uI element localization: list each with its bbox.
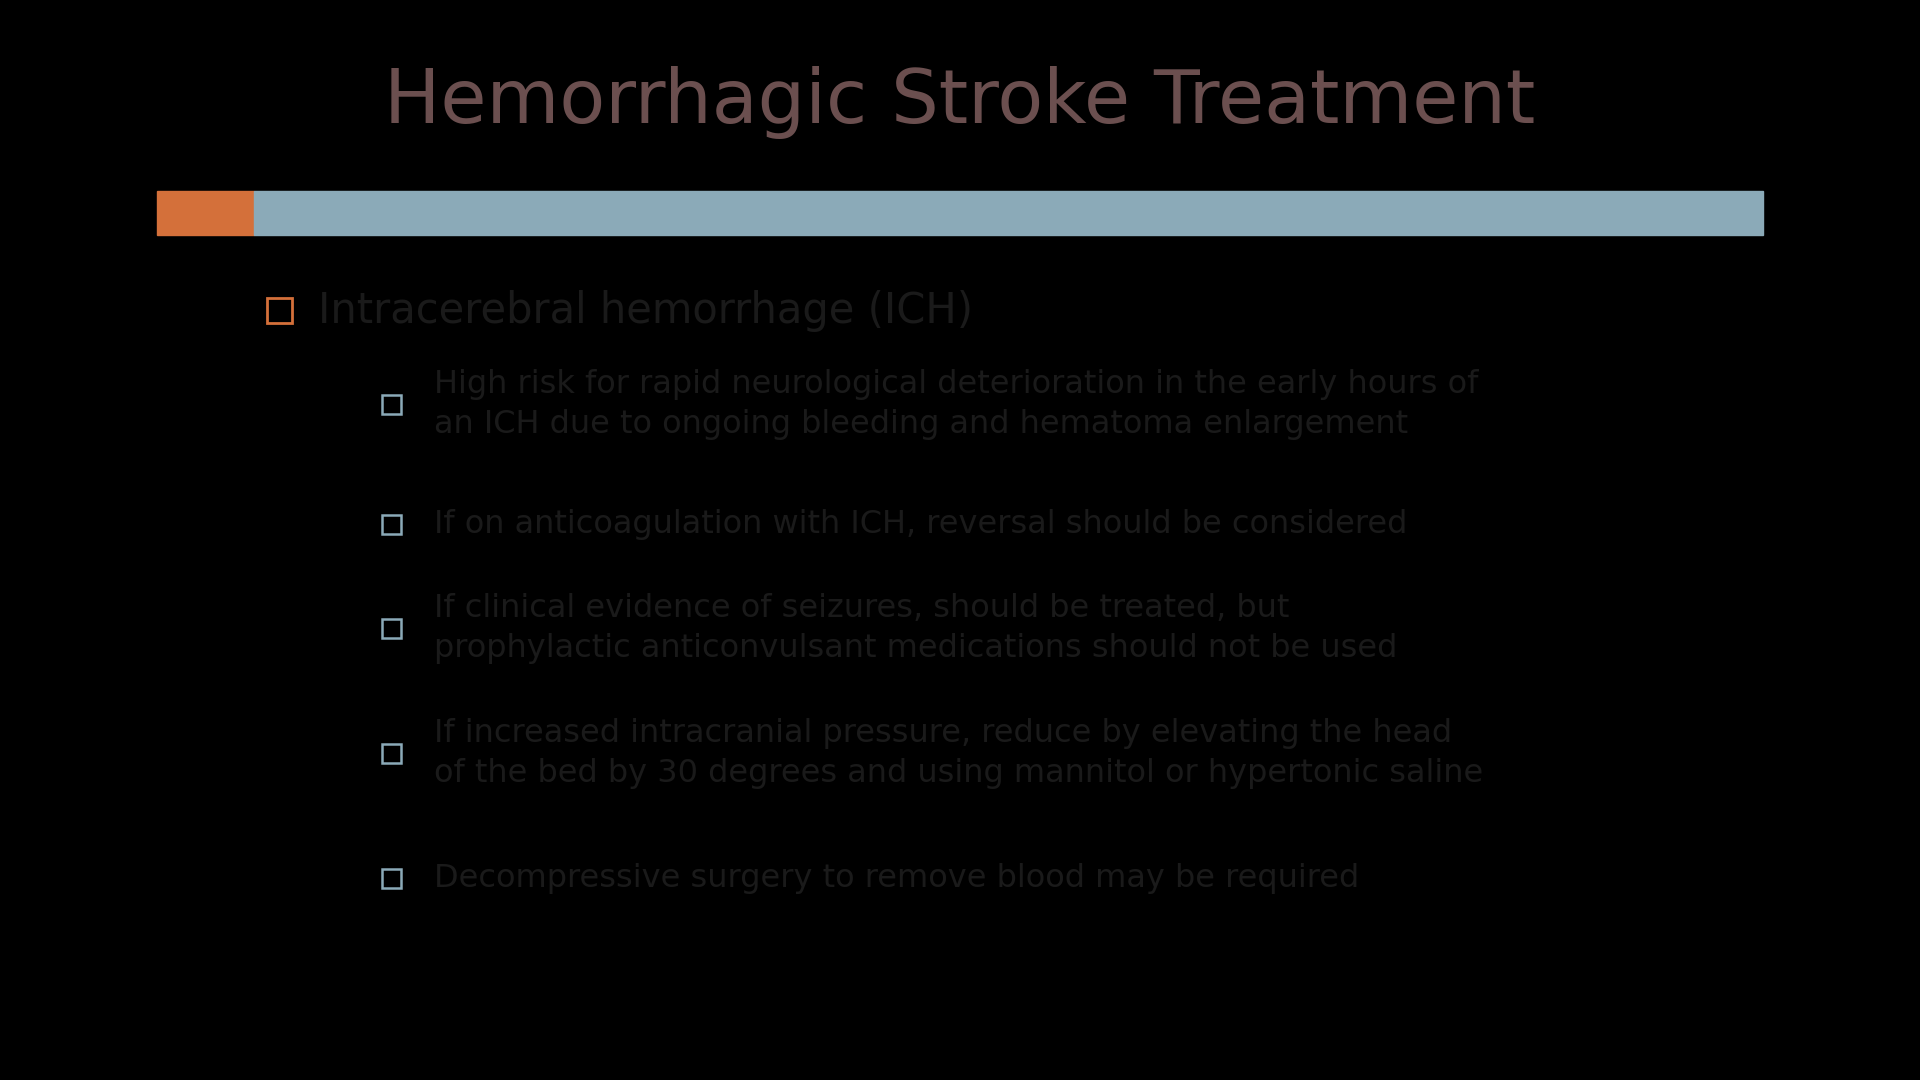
Bar (382, 744, 401, 762)
Bar (253, 191, 1763, 235)
Bar (382, 395, 401, 414)
Bar (382, 515, 401, 534)
Bar (382, 619, 401, 638)
Text: If clinical evidence of seizures, should be treated, but
prophylactic anticonvul: If clinical evidence of seizures, should… (434, 593, 1398, 664)
Bar (382, 869, 401, 888)
Text: If on anticoagulation with ICH, reversal should be considered: If on anticoagulation with ICH, reversal… (434, 509, 1407, 540)
Text: High risk for rapid neurological deterioration in the early hours of
an ICH due : High risk for rapid neurological deterio… (434, 369, 1478, 440)
Bar (157, 191, 253, 235)
Text: Hemorrhagic Stroke Treatment: Hemorrhagic Stroke Treatment (384, 66, 1536, 139)
Text: Decompressive surgery to remove blood may be required: Decompressive surgery to remove blood ma… (434, 863, 1359, 894)
Text: Intracerebral hemorrhage (ICH): Intracerebral hemorrhage (ICH) (319, 289, 973, 332)
Bar (267, 298, 292, 323)
Text: If increased intracranial pressure, reduce by elevating the head
of the bed by 3: If increased intracranial pressure, redu… (434, 718, 1482, 788)
